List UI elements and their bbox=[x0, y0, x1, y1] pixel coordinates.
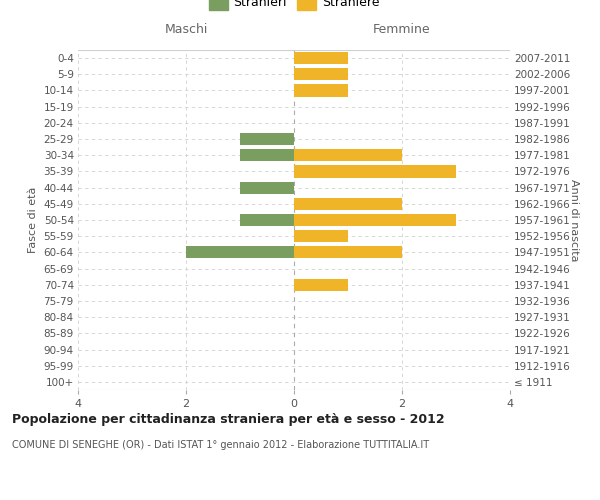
Text: COMUNE DI SENEGHE (OR) - Dati ISTAT 1° gennaio 2012 - Elaborazione TUTTITALIA.IT: COMUNE DI SENEGHE (OR) - Dati ISTAT 1° g… bbox=[12, 440, 429, 450]
Bar bbox=[294, 214, 456, 226]
Bar bbox=[240, 149, 294, 162]
Bar bbox=[294, 84, 348, 96]
Bar bbox=[294, 198, 402, 210]
Bar bbox=[294, 52, 348, 64]
Text: Femmine: Femmine bbox=[373, 24, 431, 36]
Bar bbox=[294, 246, 402, 258]
Y-axis label: Anni di nascita: Anni di nascita bbox=[569, 179, 579, 261]
Y-axis label: Fasce di età: Fasce di età bbox=[28, 187, 38, 253]
Text: Popolazione per cittadinanza straniera per età e sesso - 2012: Popolazione per cittadinanza straniera p… bbox=[12, 412, 445, 426]
Bar bbox=[240, 214, 294, 226]
Bar bbox=[294, 149, 402, 162]
Bar bbox=[294, 68, 348, 80]
Bar bbox=[294, 278, 348, 291]
Bar bbox=[240, 182, 294, 194]
Bar bbox=[294, 166, 456, 177]
Text: Maschi: Maschi bbox=[164, 24, 208, 36]
Bar bbox=[294, 230, 348, 242]
Bar bbox=[186, 246, 294, 258]
Bar bbox=[240, 133, 294, 145]
Legend: Stranieri, Straniere: Stranieri, Straniere bbox=[209, 0, 380, 8]
